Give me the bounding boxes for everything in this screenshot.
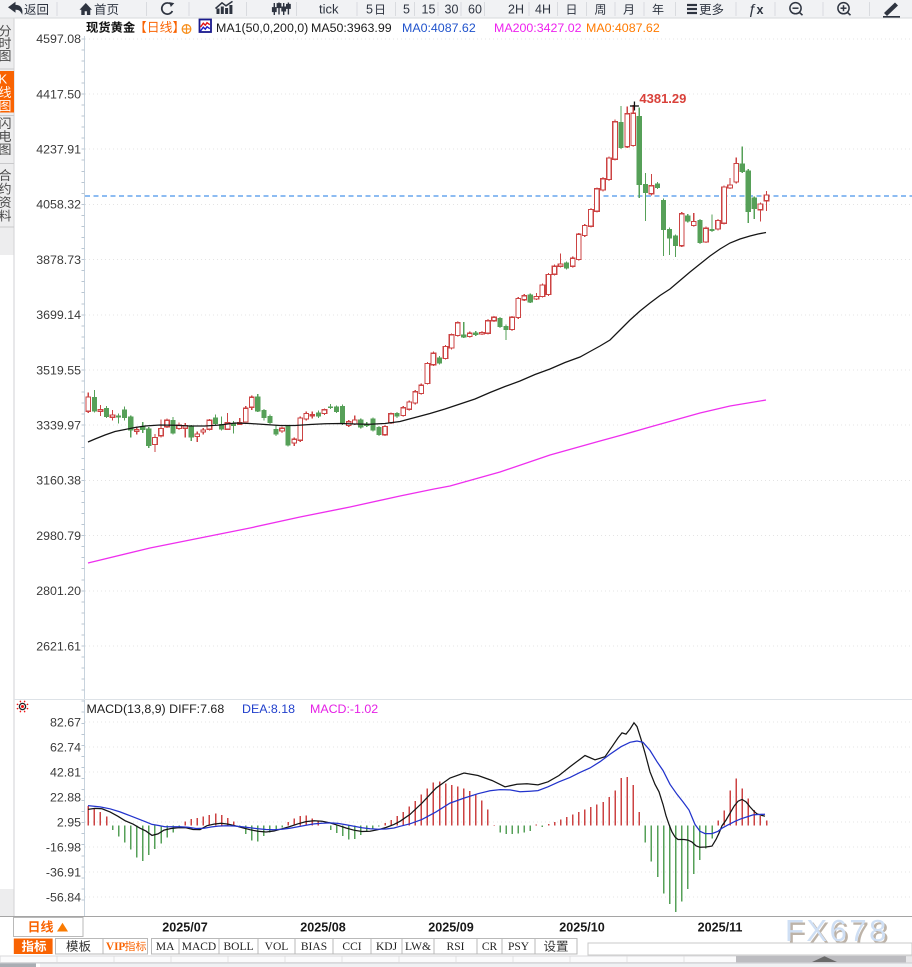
svg-text:4058.32: 4058.32 bbox=[36, 198, 81, 212]
svg-text:VIP: VIP bbox=[106, 941, 125, 953]
svg-text:BOLL: BOLL bbox=[223, 941, 253, 953]
svg-text:MA50:3963.99: MA50:3963.99 bbox=[311, 21, 392, 35]
svg-text:2H: 2H bbox=[508, 3, 524, 17]
svg-text:4H: 4H bbox=[535, 3, 551, 17]
svg-text:3160.38: 3160.38 bbox=[36, 474, 81, 488]
svg-text:DEA:8.18: DEA:8.18 bbox=[242, 702, 295, 716]
svg-text:2025/08: 2025/08 bbox=[300, 921, 346, 935]
svg-text:RSI: RSI bbox=[447, 941, 465, 953]
svg-text:60: 60 bbox=[468, 3, 482, 17]
svg-text:3339.97: 3339.97 bbox=[36, 419, 81, 433]
svg-text:MACD: MACD bbox=[182, 941, 217, 953]
svg-text:MA: MA bbox=[156, 941, 175, 953]
svg-text:tick: tick bbox=[319, 2, 339, 17]
svg-text:2801.20: 2801.20 bbox=[36, 584, 81, 598]
svg-text:ƒ: ƒ bbox=[749, 1, 757, 18]
svg-text:MACD:-1.02: MACD:-1.02 bbox=[310, 702, 378, 716]
svg-text:K: K bbox=[0, 72, 8, 87]
svg-text:2.95: 2.95 bbox=[57, 815, 81, 829]
svg-text:4381.29: 4381.29 bbox=[639, 91, 686, 106]
svg-text:MACD(13,8,9) DIFF:7.68: MACD(13,8,9) DIFF:7.68 bbox=[87, 702, 225, 716]
svg-text:CR: CR bbox=[482, 941, 498, 953]
svg-text:-36.91: -36.91 bbox=[46, 865, 81, 879]
svg-text:5: 5 bbox=[366, 3, 373, 17]
svg-text:KDJ: KDJ bbox=[376, 941, 398, 953]
svg-text:62.74: 62.74 bbox=[50, 740, 81, 754]
svg-text:3878.73: 3878.73 bbox=[36, 253, 81, 267]
svg-text:-56.84: -56.84 bbox=[46, 890, 81, 904]
svg-text:x: x bbox=[757, 3, 764, 17]
svg-text:82.67: 82.67 bbox=[50, 715, 81, 729]
svg-text:4417.50: 4417.50 bbox=[36, 87, 81, 101]
svg-text:22.88: 22.88 bbox=[50, 790, 81, 804]
svg-text:3699.14: 3699.14 bbox=[36, 308, 81, 322]
svg-text:MA0:4087.62: MA0:4087.62 bbox=[402, 21, 476, 35]
svg-text:5: 5 bbox=[403, 3, 410, 17]
svg-text:30: 30 bbox=[445, 3, 459, 17]
svg-text:2025/07: 2025/07 bbox=[162, 921, 208, 935]
svg-text:MA200:3427.02: MA200:3427.02 bbox=[494, 21, 582, 35]
svg-text:2621.61: 2621.61 bbox=[36, 639, 81, 653]
svg-text:-16.98: -16.98 bbox=[46, 840, 81, 854]
svg-text:VOL: VOL bbox=[265, 941, 289, 953]
svg-text:FX678: FX678 bbox=[785, 913, 889, 948]
svg-text:4597.08: 4597.08 bbox=[36, 32, 81, 46]
svg-text:PSY: PSY bbox=[508, 941, 530, 953]
svg-text:2980.79: 2980.79 bbox=[36, 529, 81, 543]
svg-text:2025/11: 2025/11 bbox=[698, 921, 743, 935]
svg-text:2025/10: 2025/10 bbox=[559, 921, 605, 935]
svg-text:2025/09: 2025/09 bbox=[428, 921, 474, 935]
svg-text:LW&: LW& bbox=[405, 941, 431, 953]
svg-text:4237.91: 4237.91 bbox=[36, 143, 81, 157]
svg-text:MA1(50,0,200,0): MA1(50,0,200,0) bbox=[216, 21, 308, 35]
svg-text:3519.55: 3519.55 bbox=[36, 363, 81, 377]
svg-text:MA0:4087.62: MA0:4087.62 bbox=[586, 21, 660, 35]
svg-text:CCI: CCI bbox=[342, 941, 361, 953]
svg-text:42.81: 42.81 bbox=[50, 765, 81, 779]
svg-text:BIAS: BIAS bbox=[301, 941, 327, 953]
svg-text:15: 15 bbox=[422, 3, 436, 17]
